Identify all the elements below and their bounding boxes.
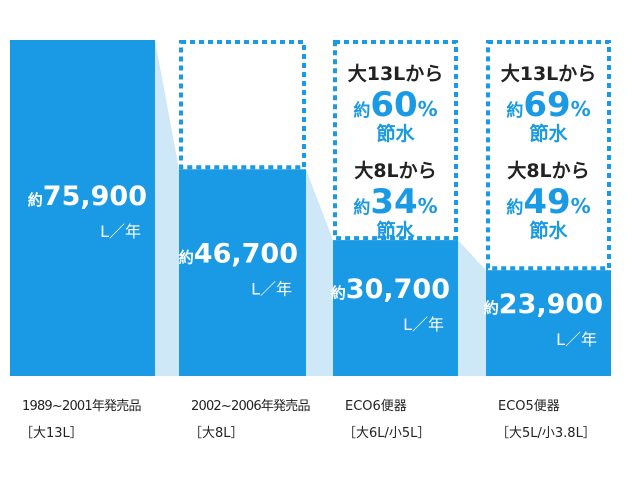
category-sublabel: ［大5L/小3.8L］ (496, 426, 596, 441)
savings-from-label: 大8Lから (354, 159, 436, 182)
bar-value-label: 約75,900 (28, 181, 147, 212)
category-label: ECO5便器 (498, 399, 560, 414)
bar (10, 40, 155, 376)
bar (486, 270, 611, 376)
savings-suffix: 節水 (376, 219, 415, 242)
savings-box (486, 40, 611, 271)
category-sublabel: ［大6L/小5L］ (343, 426, 430, 441)
savings-percent: 約69% (506, 85, 590, 125)
savings-from-label: 大8Lから (507, 159, 589, 182)
bar-unit-label: L／年 (403, 315, 444, 334)
savings-box (333, 40, 458, 241)
connector-band (155, 40, 179, 376)
bar (333, 240, 458, 376)
savings-from-label: 大13Lから (348, 62, 444, 85)
savings-box (179, 40, 306, 170)
savings-suffix: 節水 (529, 122, 568, 145)
category-sublabel: ［大8L］ (189, 426, 244, 441)
savings-percent: 約34% (353, 182, 437, 222)
bar-unit-label: L／年 (100, 222, 141, 241)
savings-from-label: 大13Lから (501, 62, 597, 85)
connector-band (458, 240, 486, 376)
bar (179, 169, 306, 376)
savings-suffix: 節水 (529, 219, 568, 242)
bar-value-label: 約30,700 (331, 274, 450, 305)
bar-unit-label: L／年 (251, 280, 292, 299)
category-label: ECO6便器 (345, 399, 407, 414)
bar-value-label: 約23,900 (484, 289, 603, 320)
savings-percent: 約49% (506, 182, 590, 222)
bar-value-label: 約46,700 (179, 239, 298, 270)
category-label: 2002~2006年発売品 (191, 398, 310, 414)
connector-band (306, 169, 333, 376)
bar-unit-label: L／年 (556, 330, 597, 349)
category-label: 1989~2001年発売品 (22, 398, 141, 414)
category-sublabel: ［大13L］ (20, 426, 83, 441)
savings-percent: 約60% (353, 85, 437, 125)
savings-suffix: 節水 (376, 122, 415, 145)
